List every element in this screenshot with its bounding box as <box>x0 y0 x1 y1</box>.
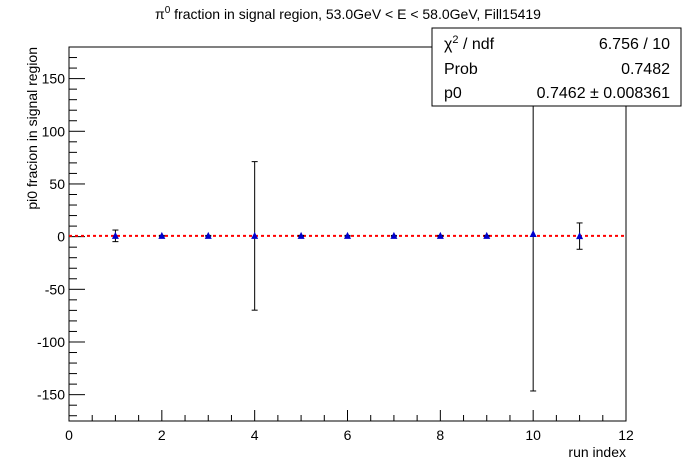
chart-title: π0 fraction in signal region, 53.0GeV < … <box>155 5 541 22</box>
x-tick-label: 0 <box>65 427 73 443</box>
data-point-marker <box>158 231 166 239</box>
data-point-marker <box>111 231 119 239</box>
p0-label: p0 <box>444 85 462 102</box>
data-point-marker <box>529 230 537 237</box>
y-tick-label: 50 <box>49 176 65 192</box>
chi2-value: 6.756 / 10 <box>599 36 670 53</box>
y-tick-label: 100 <box>42 123 66 139</box>
x-tick-label: 4 <box>251 427 259 443</box>
y-tick-label: 150 <box>42 71 66 87</box>
data-point-marker <box>251 231 259 239</box>
y-tick-label: -50 <box>45 281 65 297</box>
data-point-marker <box>436 231 444 239</box>
prob-label: Prob <box>444 61 478 78</box>
data-points <box>111 76 584 392</box>
x-tick-label: 2 <box>158 427 166 443</box>
prob-value: 0.7482 <box>621 61 670 78</box>
y-tick-label: 0 <box>57 229 65 245</box>
data-point-marker <box>204 231 212 239</box>
x-tick-label: 6 <box>344 427 352 443</box>
data-point-marker <box>483 231 491 239</box>
axes: 0 2 4 6 8 10 12 -150 -100 -50 0 50 100 150 <box>37 46 634 443</box>
x-tick-label: 8 <box>436 427 444 443</box>
x-tick-label: 12 <box>618 427 634 443</box>
chi2-label: χ2 / ndf <box>444 34 495 53</box>
x-tick-label: 10 <box>525 427 541 443</box>
p0-value: 0.7462 ± 0.008361 <box>537 85 670 102</box>
data-point-marker <box>344 231 351 239</box>
x-axis-title: run index <box>568 444 626 460</box>
y-tick-label: -100 <box>37 334 65 350</box>
y-tick-label: -150 <box>37 387 65 403</box>
data-point-marker <box>576 232 584 240</box>
stats-box-frame <box>431 27 682 107</box>
data-point-marker <box>390 231 398 239</box>
data-point-marker <box>297 231 305 239</box>
fit-stats-box: χ2 / ndf 6.756 / 10 Prob 0.7482 p0 0.746… <box>431 27 682 107</box>
y-axis-title: pi0 fracion in signal region <box>24 47 40 210</box>
